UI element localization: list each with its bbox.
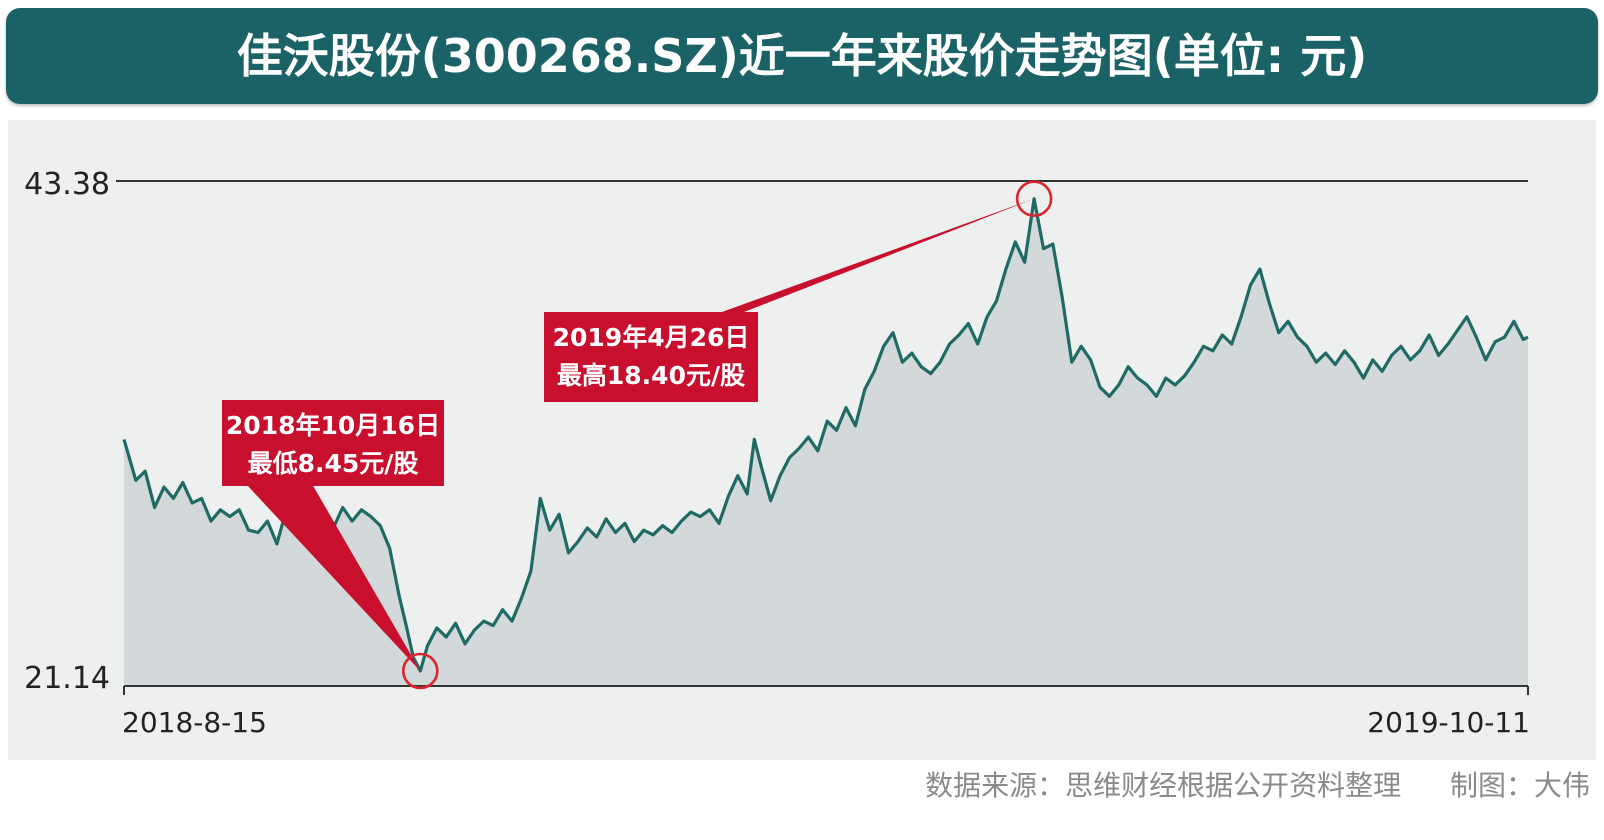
annotation-price-label: 最低8.45元/股	[248, 449, 419, 478]
x-tick-label-end: 2019-10-11	[1367, 706, 1530, 739]
annotation-pointer	[700, 198, 1035, 320]
annotation-box	[222, 400, 444, 486]
price-area	[124, 198, 1528, 686]
annotation-pointer	[246, 484, 421, 671]
annotation-price-label: 最高18.40元/股	[557, 361, 745, 390]
y-tick-label-min: 21.14	[24, 661, 110, 696]
annotation-box	[544, 312, 758, 402]
annotation-marker-circle	[401, 652, 439, 690]
annotation-date-label: 2019年4月26日	[553, 323, 750, 352]
chart-credit: 制图：大伟	[1449, 769, 1590, 802]
x-tick-label-start: 2018-8-15	[122, 706, 267, 739]
y-tick-label-max: 43.38	[24, 167, 110, 202]
price-line	[122, 197, 1529, 673]
chart-title: 佳沃股份(300268.SZ)近一年来股价走势图(单位: 元)	[236, 29, 1368, 83]
title-bar: 佳沃股份(300268.SZ)近一年来股价走势图(单位: 元)	[6, 8, 1598, 104]
annotation-date-label: 2018年10月16日	[226, 411, 440, 440]
annotation-marker-circle	[1015, 180, 1053, 217]
footer: 数据来源：思维财经根据公开资料整理 制图：大伟	[925, 766, 1590, 806]
data-source-note: 数据来源：思维财经根据公开资料整理	[925, 769, 1402, 802]
price-chart: 43.38 21.14 2018-8-15 2019-10-11 2018年10月16日…	[24, 167, 1530, 739]
